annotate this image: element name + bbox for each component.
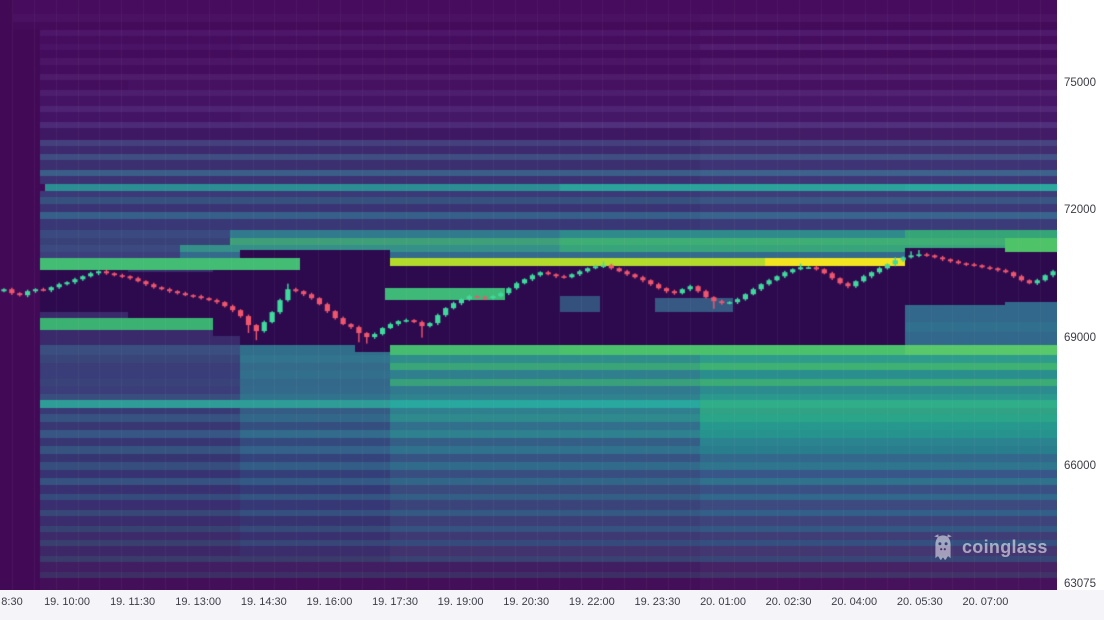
price-tick-label: 72000 xyxy=(1064,204,1096,217)
time-tick-label: 20. 05:30 xyxy=(896,596,943,608)
time-tick-label: 19. 13:00 xyxy=(175,596,222,608)
time-tick-label: 19. 19:00 xyxy=(437,596,484,608)
time-tick-label: 8:30 xyxy=(1,596,23,608)
price-tick-label: 69000 xyxy=(1064,332,1096,345)
price-tick-label: 66000 xyxy=(1064,459,1096,472)
time-tick-label: 19. 20:30 xyxy=(503,596,550,608)
price-axis: 75000 72000 69000 66000 63075 xyxy=(1057,0,1104,590)
time-tick-label: 19. 16:00 xyxy=(306,596,353,608)
time-tick-label: 20. 07:00 xyxy=(962,596,1009,608)
time-tick-label: 20. 02:30 xyxy=(765,596,812,608)
price-tick-label: 75000 xyxy=(1064,76,1096,89)
time-tick-label: 19. 17:30 xyxy=(372,596,418,608)
heatmap-chart-canvas[interactable] xyxy=(0,0,1057,590)
time-tick-label: 20. 04:00 xyxy=(831,596,878,608)
time-axis: 8:30 19. 10:00 19. 11:30 19. 13:00 19. 14:30… xyxy=(0,590,1104,620)
time-tick-label: 19. 23:30 xyxy=(634,596,681,608)
time-tick-label: 19. 22:00 xyxy=(568,596,615,608)
price-tick-label: 63075 xyxy=(1064,578,1096,590)
time-tick-label: 19. 11:30 xyxy=(110,596,156,608)
time-tick-label: 19. 10:00 xyxy=(44,596,90,608)
time-tick-label: 20. 01:00 xyxy=(700,596,746,608)
time-tick-label: 19. 14:30 xyxy=(240,596,287,608)
